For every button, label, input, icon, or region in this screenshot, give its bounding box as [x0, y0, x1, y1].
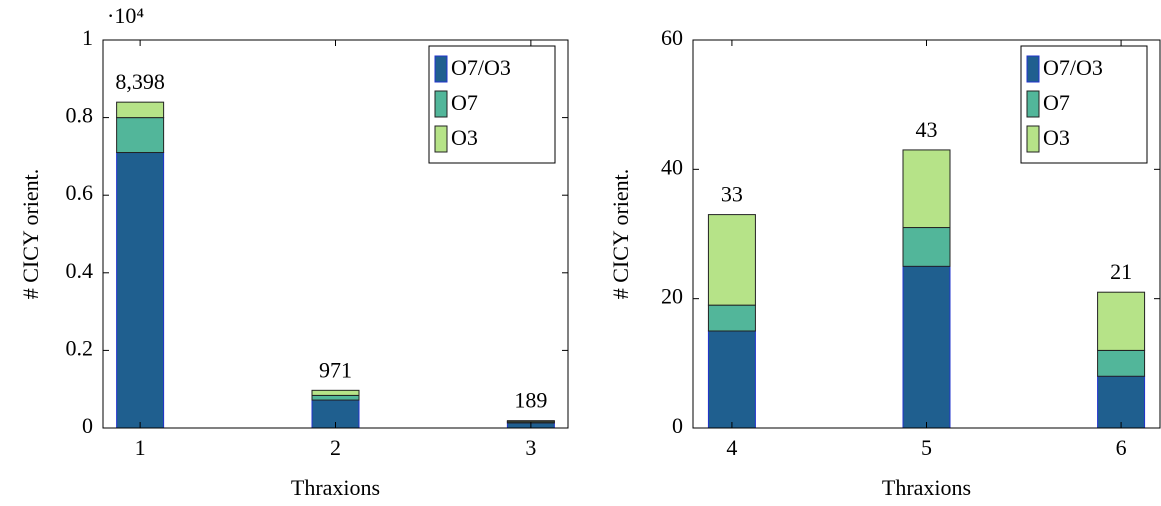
y-tick-label: 0: [672, 413, 683, 438]
y-axis-label: # CICY orient.: [608, 169, 633, 300]
legend-box: [428, 45, 556, 164]
y-tick-label: 1: [82, 25, 93, 50]
legend-swatch: [1026, 90, 1040, 118]
total-label: 971: [319, 357, 352, 382]
legend-label: O7/O3: [451, 55, 511, 80]
legend-label: O3: [451, 125, 478, 150]
total-label: 21: [1110, 259, 1132, 284]
bar-segment: [311, 389, 360, 396]
y-tick-label: 20: [661, 284, 683, 309]
y-tick-label: 0.2: [66, 335, 94, 360]
legend-swatch: [1026, 55, 1040, 83]
y-tick-label: 0: [82, 413, 93, 438]
total-label: 8,398: [115, 69, 165, 94]
bar-segment: [116, 152, 165, 429]
total-label: 33: [721, 182, 743, 207]
legend-label: O3: [1043, 125, 1070, 150]
bar-segment: [902, 149, 951, 229]
legend-swatch: [434, 125, 448, 153]
total-label: 189: [514, 388, 547, 413]
y-tick-label: 0.6: [66, 180, 94, 205]
y-tick-label: 60: [661, 25, 683, 50]
bar-segment: [902, 265, 951, 429]
bar-segment: [1097, 375, 1146, 429]
total-label: 43: [916, 117, 938, 142]
x-tick-label: 6: [1116, 435, 1127, 460]
bar-segment: [1097, 291, 1146, 351]
legend-label: O7/O3: [1043, 55, 1103, 80]
x-tick-label: 4: [726, 435, 737, 460]
x-tick-label: 5: [921, 435, 932, 460]
bar-segment: [311, 394, 360, 401]
bar-segment: [707, 330, 756, 429]
legend-label: O7: [451, 90, 478, 115]
bar-segment: [707, 304, 756, 332]
bar-segment: [116, 101, 165, 119]
bar-segment: [116, 117, 165, 154]
x-tick-label: 3: [525, 435, 536, 460]
x-tick-label: 2: [330, 435, 341, 460]
x-tick-label: 1: [135, 435, 146, 460]
bar-segment: [1097, 349, 1146, 377]
bar-segment: [902, 227, 951, 267]
y-tick-label: 0.4: [66, 258, 94, 283]
legend-box: [1020, 45, 1148, 164]
y-tick-label: 0.8: [66, 103, 94, 128]
x-axis-label: Thraxions: [882, 475, 971, 500]
y-axis-label: # CICY orient.: [18, 169, 43, 300]
bar-segment: [707, 214, 756, 306]
y-tick-label: 40: [661, 154, 683, 179]
legend-swatch: [434, 90, 448, 118]
legend-label: O7: [1043, 90, 1070, 115]
x-axis-label: Thraxions: [291, 475, 380, 500]
legend-swatch: [434, 55, 448, 83]
bar-segment: [506, 420, 555, 423]
y-multiplier: ·10⁴: [107, 3, 144, 28]
legend-swatch: [1026, 125, 1040, 153]
